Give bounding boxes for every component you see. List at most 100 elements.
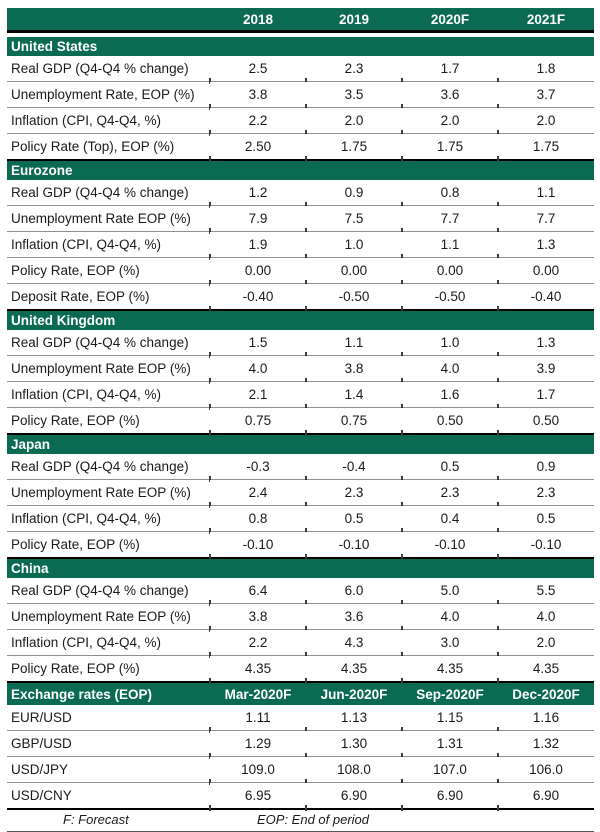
- fx-pair-label: EUR/USD: [7, 705, 210, 731]
- metric-value: 3.8: [209, 603, 306, 632]
- metric-value: -0.40: [209, 283, 306, 311]
- fx-pair-label: GBP/USD: [7, 730, 210, 757]
- metric-label: Inflation (CPI, Q4-Q4, %): [7, 231, 210, 258]
- metric-label: Policy Rate, EOP (%): [7, 407, 210, 434]
- metric-value: 2.1: [209, 381, 306, 410]
- metric-value: 7.5: [305, 205, 402, 234]
- metric-value: 0.00: [497, 257, 594, 286]
- metric-value: 1.0: [401, 330, 498, 358]
- metric-value: 2.4: [209, 479, 306, 508]
- metric-label: Inflation (CPI, Q4-Q4, %): [7, 107, 210, 134]
- metric-value: 1.2: [209, 180, 306, 208]
- section-band: United States: [7, 37, 594, 56]
- metric-value: 0.00: [209, 257, 306, 286]
- metric-label: Deposit Rate, EOP (%): [7, 283, 210, 310]
- fx-value: 6.95: [209, 782, 306, 810]
- metric-value: 3.6: [305, 603, 402, 632]
- metric-value: 1.7: [497, 381, 594, 410]
- metric-value: 4.0: [401, 603, 498, 632]
- metric-row: Unemployment Rate EOP (%) 3.8 3.6 4.0 4.0: [7, 603, 594, 632]
- metric-label: Unemployment Rate EOP (%): [7, 479, 210, 506]
- metric-value: 2.0: [401, 107, 498, 136]
- footnote-eop: EOP: End of period: [257, 812, 370, 827]
- metric-row: Policy Rate, EOP (%) 0.75 0.75 0.50 0.50: [7, 407, 594, 435]
- fx-row: USD/CNY 6.95 6.90 6.90 6.90: [7, 782, 594, 810]
- metric-value: 6.0: [305, 578, 402, 606]
- section-band-row: United Kingdom: [7, 309, 594, 330]
- metric-value: 1.8: [497, 56, 594, 84]
- metric-value: 0.50: [497, 407, 594, 435]
- fx-period-cell: Mar-2020F: [210, 681, 306, 705]
- metric-value: 1.6: [401, 381, 498, 410]
- fx-value: 107.0: [401, 756, 498, 785]
- fx-value: 108.0: [305, 756, 402, 785]
- metric-row: Unemployment Rate EOP (%) 7.9 7.5 7.7 7.7: [7, 205, 594, 234]
- metric-value: 4.0: [401, 355, 498, 384]
- metric-row: Deposit Rate, EOP (%) -0.40 -0.50 -0.50 -0.4…: [7, 283, 594, 311]
- metric-value: 4.0: [209, 355, 306, 384]
- metric-label: Policy Rate (Top), EOP (%): [7, 133, 210, 160]
- footnotes: F: Forecast EOP: End of period: [7, 810, 594, 832]
- metric-value: 1.4: [305, 381, 402, 410]
- metric-value: 3.6: [401, 81, 498, 110]
- fx-value: 109.0: [209, 756, 306, 785]
- fx-row: EUR/USD 1.11 1.13 1.15 1.16: [7, 705, 594, 733]
- metric-row: Real GDP (Q4-Q4 % change) 1.5 1.1 1.0 1.3: [7, 330, 594, 358]
- metric-value: 5.0: [401, 578, 498, 606]
- metric-value: 1.75: [497, 133, 594, 161]
- metric-row: Inflation (CPI, Q4-Q4, %) 2.2 2.0 2.0 2.0: [7, 107, 594, 136]
- metric-value: -0.10: [401, 531, 498, 559]
- metric-value: 0.5: [401, 454, 498, 482]
- metric-value: 0.00: [305, 257, 402, 286]
- period-header-cell: 2019: [306, 8, 402, 33]
- metric-row: Real GDP (Q4-Q4 % change) -0.3 -0.4 0.5 0.9: [7, 454, 594, 482]
- period-header-empty-cell: [7, 8, 210, 33]
- metric-value: 7.7: [497, 205, 594, 234]
- fx-value: 1.16: [497, 705, 594, 733]
- metric-value: -0.10: [305, 531, 402, 559]
- fx-header-row: Exchange rates (EOP) Mar-2020F Jun-2020F Se…: [7, 681, 594, 705]
- fx-period-cell: Jun-2020F: [306, 681, 402, 705]
- metric-value: 2.2: [209, 107, 306, 136]
- fx-pair-label: USD/JPY: [7, 756, 210, 783]
- fx-row: GBP/USD 1.29 1.30 1.31 1.32: [7, 730, 594, 759]
- metric-row: Inflation (CPI, Q4-Q4, %) 1.9 1.0 1.1 1.3: [7, 231, 594, 260]
- metric-value: 1.0: [305, 231, 402, 260]
- metric-row: Unemployment Rate EOP (%) 4.0 3.8 4.0 3.9: [7, 355, 594, 384]
- metric-value: 1.75: [305, 133, 402, 161]
- metric-value: 0.8: [209, 505, 306, 534]
- fx-value: 1.13: [305, 705, 402, 733]
- fx-period-cell: Dec-2020F: [498, 681, 594, 705]
- fx-period-cell: Sep-2020F: [402, 681, 498, 705]
- metric-value: 3.7: [497, 81, 594, 110]
- metric-row: Real GDP (Q4-Q4 % change) 6.4 6.0 5.0 5.5: [7, 578, 594, 606]
- metric-label: Real GDP (Q4-Q4 % change): [7, 56, 210, 82]
- metric-value: 0.00: [401, 257, 498, 286]
- section-band-row: China: [7, 557, 594, 578]
- metric-value: 2.0: [497, 629, 594, 658]
- metric-value: 1.1: [497, 180, 594, 208]
- metric-value: 5.5: [497, 578, 594, 606]
- period-header-cell: 2021F: [498, 8, 594, 33]
- metric-value: 2.50: [209, 133, 306, 161]
- metric-value: 3.0: [401, 629, 498, 658]
- fx-row: USD/JPY 109.0 108.0 107.0 106.0: [7, 756, 594, 785]
- metric-label: Policy Rate, EOP (%): [7, 531, 210, 558]
- fx-value: 1.31: [401, 730, 498, 759]
- fx-pair-label: USD/CNY: [7, 782, 210, 810]
- metric-value: -0.4: [305, 454, 402, 482]
- section-band-row: United States: [7, 37, 594, 56]
- metric-label: Real GDP (Q4-Q4 % change): [7, 578, 210, 604]
- metric-value: 0.8: [401, 180, 498, 208]
- metric-value: 0.5: [497, 505, 594, 534]
- metric-row: Policy Rate (Top), EOP (%) 2.50 1.75 1.75 1.…: [7, 133, 594, 161]
- footnote-forecast: F: Forecast: [63, 812, 129, 827]
- fx-value: 1.29: [209, 730, 306, 759]
- metric-label: Real GDP (Q4-Q4 % change): [7, 180, 210, 206]
- metric-label: Unemployment Rate, EOP (%): [7, 81, 210, 108]
- section-band: Eurozone: [7, 159, 594, 180]
- metric-value: 1.7: [401, 56, 498, 84]
- metric-value: 1.3: [497, 330, 594, 358]
- metric-value: 1.3: [497, 231, 594, 260]
- metric-label: Unemployment Rate EOP (%): [7, 355, 210, 382]
